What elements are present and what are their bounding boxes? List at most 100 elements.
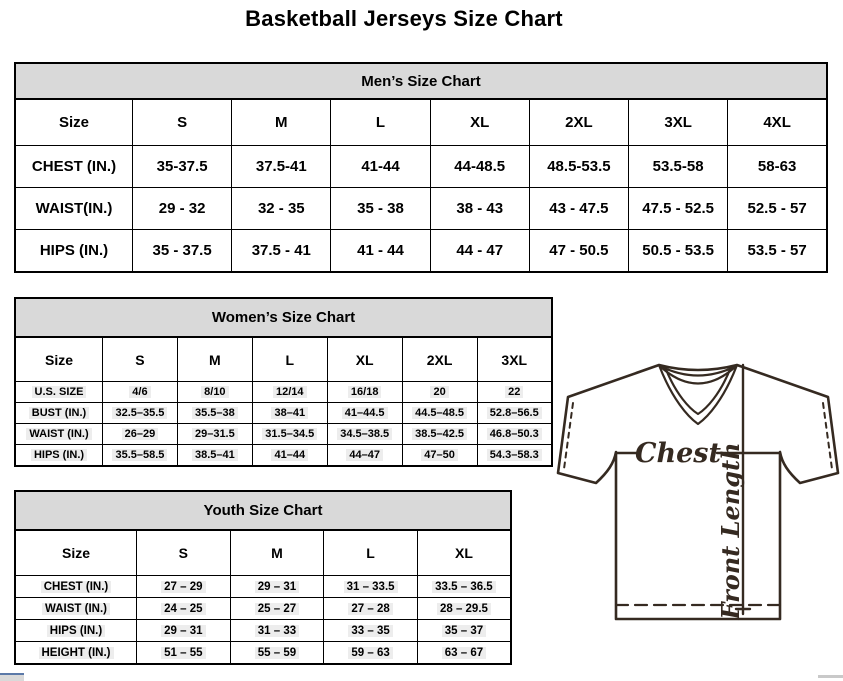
cell-value-text: 41 - 44: [357, 242, 404, 259]
cell-value-text: 28 – 29.5: [436, 602, 491, 615]
cell-value-text: 38 - 43: [456, 200, 504, 217]
left-cuff-dashed-line: [563, 402, 574, 470]
cell-value: 38.5–42.5: [401, 423, 478, 445]
cell-value: 44-48.5: [429, 145, 530, 188]
cell-value-text: 44–47: [346, 449, 383, 461]
cell-value: 38 - 43: [429, 187, 530, 230]
column-header: M: [231, 98, 332, 146]
cell-value-text: 35.5–58.5: [112, 449, 168, 461]
column-header-text: 4XL: [763, 114, 791, 131]
column-header-row: Size S M L XL: [14, 529, 512, 576]
cell-value: 43 - 47.5: [528, 187, 630, 230]
cell-value-text: 12/14: [273, 386, 307, 398]
cell-value-text: 44 - 47: [456, 242, 504, 259]
column-header-text: 2XL: [565, 114, 593, 131]
cell-value-text: 34.5–38.5: [337, 428, 393, 440]
cell-value-text: 41–44: [271, 449, 309, 461]
cell-value-text: 43 - 47.5: [549, 200, 609, 217]
collar-rib-arc-2: [660, 366, 736, 385]
cell-value: 31 – 33.5: [323, 575, 418, 598]
table-row: CHEST (IN.) 27 – 29 29 – 31 31 – 33.5 33.5 –…: [14, 575, 512, 598]
cell-value: 25 – 27: [229, 597, 325, 620]
bottom-right-cutoff-fragment: [818, 675, 843, 678]
cell-value: 35 – 37: [416, 619, 512, 642]
column-header-text: 3XL: [501, 351, 528, 368]
cell-value: 33.5 – 36.5: [416, 575, 512, 598]
cell-value: 44 - 47: [429, 229, 530, 273]
cell-value-text: 33 – 35: [348, 624, 393, 637]
table-row: WAIST(IN.) 29 - 32 32 - 35 35 - 38 38 - 43 43…: [14, 187, 828, 230]
cell-value-text: 37.5-41: [255, 158, 307, 175]
womens-size-chart: Women’s Size Chart Size S M L XL 2XL 3XL U.S. S…: [14, 297, 553, 467]
table-row: WAIST (IN.) 24 – 25 25 – 27 27 – 28 28 – 29.…: [14, 597, 512, 620]
cell-value-text: 41-44: [361, 158, 400, 175]
cell-value: 20: [401, 381, 478, 403]
cell-value: 34.5–38.5: [326, 423, 403, 445]
row-label-text: U.S. SIZE: [31, 386, 87, 398]
cell-value: 44–47: [326, 444, 403, 467]
row-label-text: BUST (IN.): [28, 407, 90, 419]
cell-value-text: 50.5 - 53.5: [642, 242, 714, 259]
cell-value: 35-37.5: [131, 145, 233, 188]
cell-value: 47–50: [401, 444, 478, 467]
column-header: L: [323, 529, 418, 576]
cell-value-text: 35 – 37: [441, 624, 487, 637]
cell-value-text: 51 – 55: [161, 646, 206, 659]
cell-value-text: 33.5 – 36.5: [432, 580, 496, 593]
table-row: BUST (IN.) 32.5–35.5 35.5–38 38–41 41–44.5 44…: [14, 402, 553, 424]
column-header-row: Size S M L XL 2XL 3XL 4XL: [14, 98, 828, 146]
cell-value: 29 – 31: [136, 619, 231, 642]
row-label: WAIST (IN.): [14, 423, 103, 445]
row-label: WAIST(IN.): [14, 187, 133, 230]
cell-value: 12/14: [251, 381, 328, 403]
table-row: WAIST (IN.) 26–29 29–31.5 31.5–34.5 34.5–38.…: [14, 423, 553, 445]
cell-value-text: 46.8–50.3: [486, 428, 542, 440]
cell-value: 50.5 - 53.5: [628, 229, 729, 273]
column-header-text: L: [285, 351, 295, 368]
cell-value-text: 29–31.5: [191, 428, 238, 440]
cell-value: 29 – 31: [229, 575, 325, 598]
table-row: HIPS (IN.) 35 - 37.5 37.5 - 41 41 - 44 44 - …: [14, 229, 828, 273]
cell-value: 55 – 59: [229, 641, 325, 665]
cell-value: 24 – 25: [136, 597, 231, 620]
cell-value-text: 31.5–34.5: [262, 428, 318, 440]
cell-value-text: 26–29: [121, 428, 159, 440]
row-label-text: WAIST(IN.): [35, 200, 113, 217]
cell-value-text: 58-63: [757, 158, 797, 175]
cell-value: 35 - 37.5: [131, 229, 233, 273]
cell-value: 35 - 38: [330, 187, 431, 230]
row-label-text: WAIST (IN.): [26, 428, 92, 440]
cell-value: 32 - 35: [231, 187, 332, 230]
cell-value-text: 48.5-53.5: [547, 158, 611, 175]
cell-value-text: 35.5–38: [191, 407, 238, 419]
womens-chart-title: Women’s Size Chart: [14, 297, 553, 338]
cell-value: 29 - 32: [131, 187, 233, 230]
column-header-text: L: [375, 114, 386, 131]
column-header: 3XL: [628, 98, 729, 146]
column-header-text: M: [275, 114, 288, 131]
column-header-text: XL: [470, 114, 490, 131]
cell-value-text: 35 - 38: [357, 200, 404, 217]
column-header: XL: [416, 529, 512, 576]
cell-value-text: 29 – 31: [161, 624, 206, 637]
cell-value-text: 31 – 33.5: [343, 580, 398, 593]
cell-value-text: 44.5–48.5: [412, 407, 468, 419]
cell-value-text: 4/6: [129, 386, 151, 398]
row-label-text: HIPS (IN.): [39, 242, 109, 259]
row-label-text: WAIST (IN.): [42, 602, 110, 615]
cell-value: 52.8–56.5: [476, 402, 553, 424]
column-header-text: Size: [61, 545, 90, 561]
jersey-measurement-diagram: Chest Front Length: [556, 352, 842, 632]
column-header: S: [136, 529, 231, 576]
cell-value-text: 20: [430, 386, 449, 398]
row-label: HEIGHT (IN.): [14, 641, 137, 665]
cell-value-text: 32.5–35.5: [112, 407, 168, 419]
row-label: HIPS (IN.): [14, 229, 133, 273]
cell-value: 26–29: [102, 423, 178, 445]
cell-value: 46.8–50.3: [476, 423, 553, 445]
cell-value-text: 37.5 - 41: [251, 242, 311, 259]
collar-rib-arc-1: [658, 364, 738, 377]
cell-value: 44.5–48.5: [401, 402, 478, 424]
cell-value: 41–44.5: [326, 402, 403, 424]
cell-value: 53.5 - 57: [727, 229, 828, 273]
